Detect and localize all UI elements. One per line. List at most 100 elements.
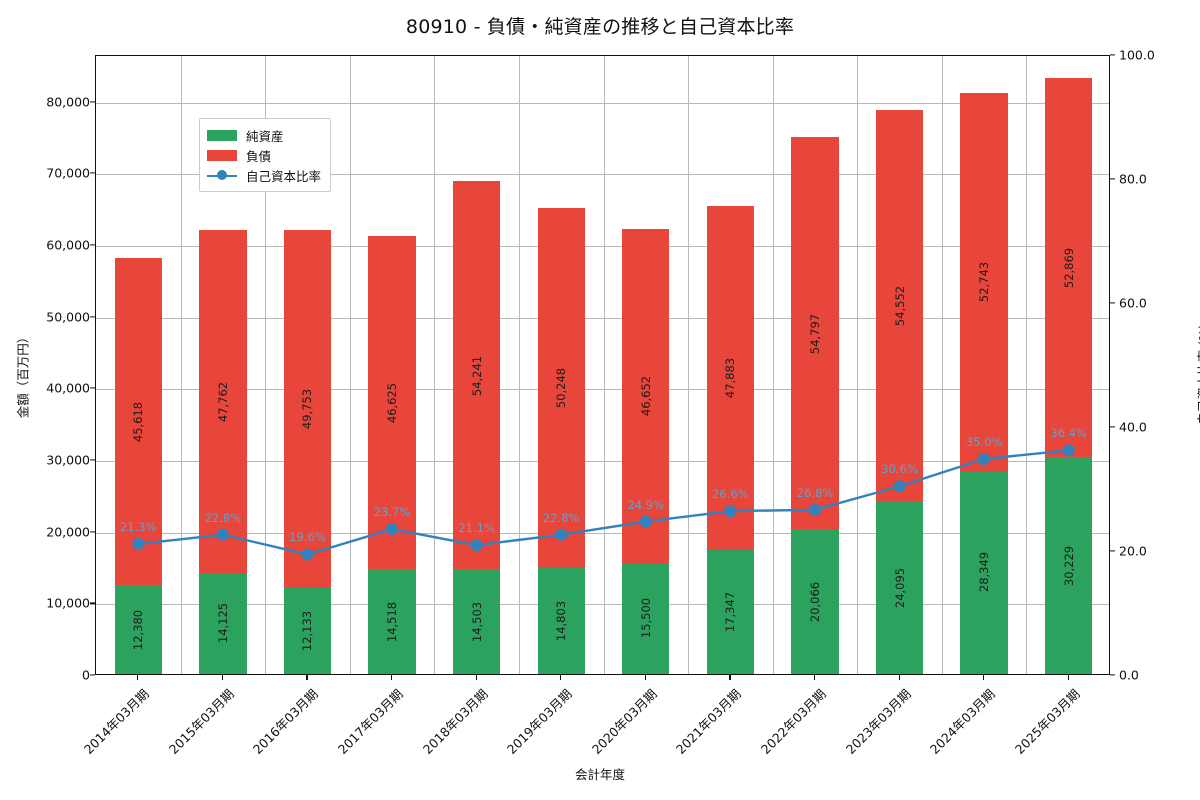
bar-segment-liabilities[interactable]: 47,762 <box>199 230 247 573</box>
x-axis-label: 会計年度 <box>574 767 625 782</box>
bar-segment-equity[interactable]: 28,349 <box>960 470 1008 674</box>
ratio-data-point[interactable] <box>386 523 399 536</box>
legend-label-liabilities: 負債 <box>246 148 272 164</box>
bar-segment-liabilities[interactable]: 52,869 <box>1045 78 1093 458</box>
bar-group[interactable]: 20,066 54,797 <box>791 137 839 674</box>
ratio-line-path <box>137 449 1070 556</box>
gridline-vertical <box>772 56 774 674</box>
y-axis-right-label: 自己資本比率 (%) <box>1195 324 1200 425</box>
y-axis-left-tick-mark <box>90 602 95 604</box>
y-axis-right-tick-label: 60.0 <box>1119 295 1147 311</box>
y-axis-right-tick-label: 0.0 <box>1119 667 1139 683</box>
bar-segment-equity[interactable]: 24,095 <box>875 501 924 674</box>
bar-segment-liabilities[interactable]: 52,743 <box>960 92 1008 471</box>
y-axis-left-tick-mark <box>90 674 95 676</box>
bar-group[interactable]: 14,518 46,625 <box>368 235 416 674</box>
y-axis-left-tick-mark <box>90 459 95 461</box>
bar-segment-equity[interactable]: 17,347 <box>706 549 755 674</box>
y-axis-left-tick-mark <box>90 316 95 318</box>
bar-segment-liabilities[interactable]: 46,652 <box>622 228 670 563</box>
ratio-line-series <box>132 444 1075 561</box>
bar-segment-equity[interactable]: 14,125 <box>199 572 247 674</box>
ratio-data-point[interactable] <box>301 548 314 561</box>
bar-segment-equity[interactable]: 15,500 <box>622 562 670 674</box>
y-axis-left-tick-mark <box>90 172 95 174</box>
bar-segment-liabilities[interactable]: 54,552 <box>875 110 924 502</box>
ratio-data-point[interactable] <box>1062 444 1075 457</box>
y-axis-left-tick-mark <box>90 100 95 103</box>
gridline-vertical <box>518 56 520 674</box>
bar-group[interactable]: 14,803 50,248 <box>537 207 585 674</box>
legend-item-equity-ratio: 自己資本比率 <box>207 165 321 185</box>
bar-group[interactable]: 12,133 49,753 <box>283 230 332 674</box>
ratio-data-point[interactable] <box>724 505 737 518</box>
bar-segment-liabilities[interactable]: 45,618 <box>114 258 162 586</box>
ratio-data-point[interactable] <box>639 515 652 528</box>
y-axis-right-tick-mark <box>1110 302 1115 304</box>
ratio-data-point[interactable] <box>555 528 568 541</box>
y-axis-left-tick-label: 80,000 <box>46 94 90 110</box>
bar-group[interactable]: 30,229 52,869 <box>1045 78 1093 674</box>
gridline-horizontal <box>96 460 1109 462</box>
y-axis-right-tick-label: 20.0 <box>1119 543 1147 559</box>
x-axis-tick-mark <box>391 675 393 680</box>
plot-area: 12,380 45,618 14,125 47,762 12,133 49,753 14,5… <box>95 55 1110 675</box>
bar-segment-equity[interactable]: 20,066 <box>791 530 839 674</box>
gridline-horizontal <box>96 532 1109 534</box>
y-axis-right-tick-mark <box>1110 54 1115 56</box>
bar-segment-equity[interactable]: 30,229 <box>1045 457 1093 674</box>
x-axis-tick-mark <box>729 675 731 680</box>
bar-segment-liabilities[interactable]: 54,241 <box>452 181 501 571</box>
legend-label-equity-ratio: 自己資本比率 <box>246 168 322 184</box>
gridline-vertical <box>1026 56 1028 674</box>
gridline-vertical <box>434 56 436 674</box>
legend-label-equity: 純資産 <box>246 128 284 144</box>
x-axis-tick-mark <box>813 675 816 680</box>
gridline-vertical <box>688 56 690 674</box>
ratio-data-point[interactable] <box>470 539 483 552</box>
bar-group[interactable]: 14,125 47,762 <box>199 230 247 674</box>
y-axis-right-tick-mark <box>1110 674 1115 676</box>
bar-group[interactable]: 28,349 52,743 <box>960 92 1008 674</box>
gridline-vertical <box>941 56 943 674</box>
ratio-data-point[interactable] <box>132 537 145 550</box>
gridline-horizontal <box>96 174 1109 176</box>
chart-title: 80910 - 負債・純資産の推移と自己資本比率 <box>405 16 795 38</box>
y-axis-left-tick-mark <box>90 531 95 533</box>
bar-segment-liabilities[interactable]: 47,883 <box>706 206 755 550</box>
legend-item-equity: 純資産 <box>207 125 321 145</box>
ratio-data-point[interactable] <box>808 503 821 516</box>
bar-group[interactable]: 15,500 46,652 <box>622 228 670 674</box>
gridline-vertical <box>857 56 859 674</box>
bar-group[interactable]: 17,347 47,883 <box>706 206 755 674</box>
bar-segment-liabilities[interactable]: 46,625 <box>368 235 416 570</box>
x-axis-tick-mark <box>221 675 224 680</box>
gridline-horizontal <box>96 317 1109 319</box>
bar-group[interactable]: 14,503 54,241 <box>452 181 501 674</box>
y-axis-right-tick-mark <box>1110 426 1115 428</box>
ratio-data-point[interactable] <box>893 480 906 493</box>
y-axis-left-tick-mark <box>90 387 95 389</box>
x-axis-tick-mark <box>306 675 308 680</box>
y-axis-left-tick-label: 10,000 <box>46 595 90 611</box>
gridline-vertical <box>265 56 267 674</box>
bar-segment-equity[interactable]: 14,803 <box>537 567 585 674</box>
green-swatch-icon <box>207 129 237 141</box>
bar-segment-liabilities[interactable]: 49,753 <box>283 230 332 588</box>
bar-group[interactable]: 12,380 45,618 <box>114 258 162 674</box>
y-axis-left-tick-label: 20,000 <box>46 524 90 540</box>
bar-segment-equity[interactable]: 12,380 <box>114 585 162 674</box>
chart-legend: 純資産 負債 自己資本比率 <box>199 118 332 192</box>
y-axis-right-tick-mark <box>1110 178 1115 180</box>
bar-segment-liabilities[interactable]: 50,248 <box>537 207 585 568</box>
bar-segment-equity[interactable]: 14,518 <box>368 569 416 674</box>
bar-segment-equity[interactable]: 14,503 <box>452 570 501 674</box>
bar-segment-equity[interactable]: 12,133 <box>283 587 332 674</box>
ratio-data-point[interactable] <box>978 453 991 465</box>
bar-group[interactable]: 24,095 54,552 <box>875 110 924 674</box>
bar-segment-liabilities[interactable]: 54,797 <box>791 137 839 531</box>
x-axis-tick-mark <box>137 675 139 680</box>
ratio-data-point[interactable] <box>216 528 229 541</box>
y-axis-left-tick-mark <box>90 244 95 246</box>
